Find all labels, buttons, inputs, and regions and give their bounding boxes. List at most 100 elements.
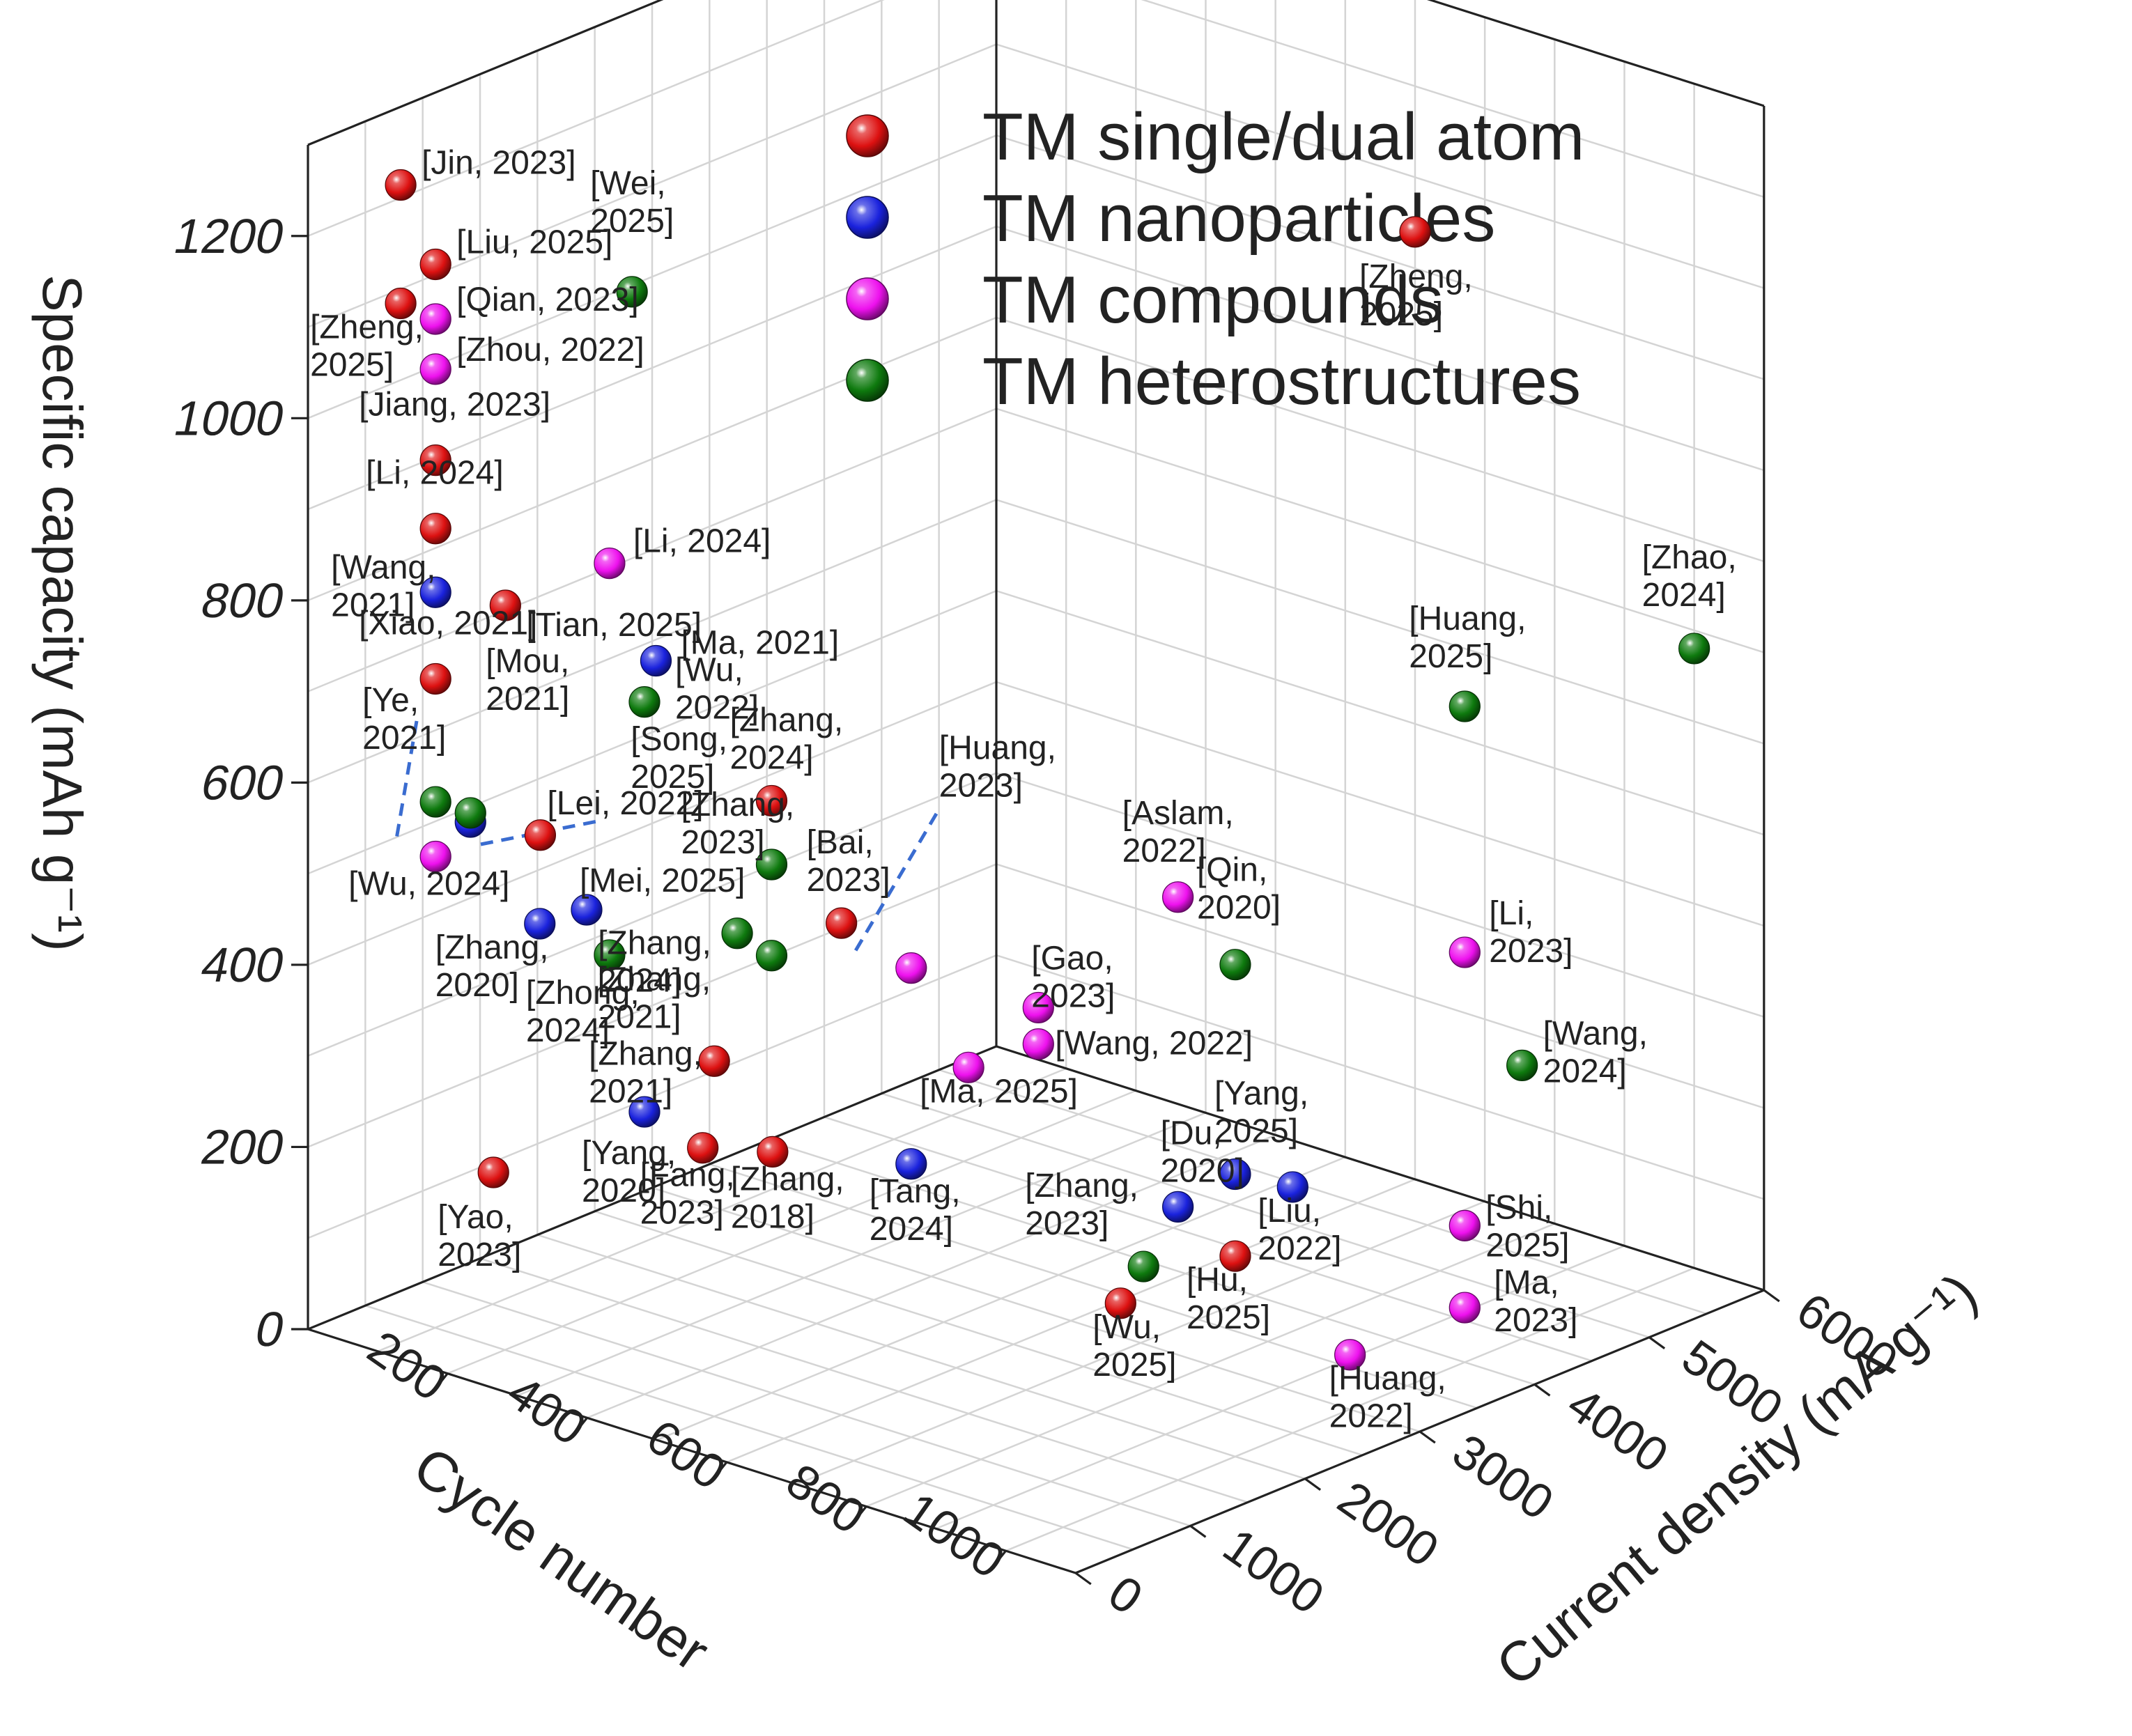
- data-point: [419, 662, 451, 695]
- point-label: [Ma, 2021]: [681, 625, 839, 662]
- point-label: [Zhang, 2020]: [435, 929, 549, 1004]
- gridline: [796, 1200, 1485, 1485]
- legend-marker: [846, 277, 889, 320]
- gridline: [377, 1067, 1067, 1352]
- data-point: [687, 1132, 719, 1164]
- point-label: [Ma, 2025]: [920, 1073, 1078, 1110]
- data-point: [1449, 690, 1481, 722]
- point-label: [Tang, 2024]: [870, 1173, 961, 1248]
- point-label: [Wu, 2024]: [348, 866, 509, 903]
- data-point: [628, 1096, 661, 1128]
- x-tick-label: 200: [358, 1320, 456, 1411]
- point-label: [Yang, 2020]: [582, 1135, 676, 1209]
- data-point: [1022, 991, 1054, 1024]
- point-label: [Zhang, 2021]: [589, 1035, 702, 1110]
- z-tick-label: 600: [196, 755, 289, 809]
- point-label: [Zhang, 2023]: [1025, 1168, 1138, 1242]
- point-label: [Zhang, 2024]: [598, 925, 711, 1000]
- data-point: [755, 784, 788, 817]
- data-point: [721, 917, 753, 950]
- x-tick: [714, 1461, 728, 1477]
- y-tick: [1534, 1384, 1551, 1397]
- gridline: [996, 43, 1765, 289]
- gridline: [881, 1092, 1650, 1338]
- data-point: [489, 589, 521, 621]
- point-label: [Wu, 2022]: [675, 652, 759, 727]
- data-point: [385, 169, 417, 201]
- legend-label: TM single/dual atom: [982, 100, 1584, 174]
- grid-layer: [307, 0, 1766, 1574]
- data-point: [952, 1051, 984, 1083]
- point-label: [Zhang, 2021]: [597, 961, 711, 1036]
- frame-edge: [307, 1045, 997, 1331]
- data-point: [1399, 216, 1431, 248]
- frame-edge: [307, 0, 664, 146]
- point-label: [Liu, 2022]: [1258, 1193, 1341, 1267]
- data-point: [419, 576, 451, 608]
- gridline: [422, 1281, 1191, 1527]
- point-label: [Wang, 2022]: [1055, 1025, 1253, 1062]
- gridline: [996, 316, 1765, 563]
- gridline: [996, 589, 1765, 836]
- gridline: [938, 1069, 1707, 1315]
- x-tick: [994, 1550, 1007, 1566]
- data-point: [616, 276, 648, 308]
- x-tick: [435, 1372, 449, 1388]
- gridline: [536, 1234, 1306, 1480]
- point-label: [Wu, 2025]: [1092, 1309, 1176, 1384]
- connector-line: [852, 812, 938, 954]
- point-label: [Zheng, 2025]: [1359, 258, 1473, 333]
- point-label: [Gao, 2023]: [1031, 940, 1115, 1014]
- gridline: [656, 1156, 1346, 1441]
- y-tick-label: 2000: [1329, 1471, 1449, 1577]
- z-tick-label: 200: [196, 1119, 289, 1174]
- gridline: [996, 134, 1765, 380]
- data-point: [1449, 936, 1481, 968]
- gridline: [935, 1245, 1625, 1530]
- data-point: [419, 303, 451, 335]
- data-point: [1219, 949, 1251, 981]
- point-labels: [Jin, 2023][Liu, 2025][Zheng, 2025][Jiang…: [310, 145, 1737, 1435]
- data-point: [698, 1045, 730, 1077]
- data-point: [419, 353, 451, 385]
- z-tick-label: 400: [196, 938, 289, 992]
- x-tick-label: 600: [638, 1409, 735, 1500]
- x-tick-label: 800: [777, 1453, 874, 1544]
- data-point: [628, 685, 661, 718]
- gridline: [447, 1090, 1136, 1374]
- point-label: [Xiao, 2021]: [359, 605, 537, 642]
- point-label: [Huang, 2023]: [939, 730, 1056, 805]
- z-axis-title: Specific capacity (mAh g⁻¹): [31, 274, 93, 951]
- point-label: [Tian, 2025]: [526, 607, 702, 644]
- gridline: [594, 1210, 1363, 1457]
- frame-edge: [1427, 0, 1765, 107]
- z-tick-label: 0: [251, 1302, 290, 1356]
- data-point: [755, 940, 788, 972]
- y-tick: [1074, 1572, 1092, 1586]
- frame-edge: [307, 1328, 1076, 1574]
- data-point: [419, 786, 451, 818]
- point-label: [Qian, 2023]: [456, 281, 639, 318]
- data-point: [1022, 1028, 1054, 1060]
- point-label: [Li, 2024]: [633, 523, 771, 560]
- point-label: [Du, 2020]: [1161, 1115, 1244, 1189]
- point-label: [Mei, 2025]: [580, 862, 745, 899]
- data-point: [1449, 1292, 1481, 1324]
- y-tick: [1648, 1336, 1666, 1349]
- z-tick-label: 800: [196, 573, 289, 628]
- point-label: [Zhou, 2022]: [456, 332, 644, 369]
- y-tick-label: 1000: [1214, 1518, 1334, 1625]
- point-label: [Lei, 2022]: [547, 785, 703, 822]
- point-label: [Wang, 2021]: [331, 549, 435, 623]
- data-point: [1449, 1209, 1481, 1241]
- point-label: [Yang, 2025]: [1214, 1075, 1308, 1149]
- data-point: [1219, 1240, 1251, 1272]
- gridline: [479, 1257, 1249, 1503]
- point-label: [Qin, 2020]: [1197, 852, 1281, 927]
- gridline: [996, 225, 1765, 472]
- point-label: [Wei, 2025]: [590, 165, 674, 240]
- gridline: [517, 1112, 1206, 1397]
- data-point: [640, 644, 672, 677]
- data-point: [895, 1148, 927, 1180]
- point-label: [Zhao, 2024]: [1642, 539, 1737, 614]
